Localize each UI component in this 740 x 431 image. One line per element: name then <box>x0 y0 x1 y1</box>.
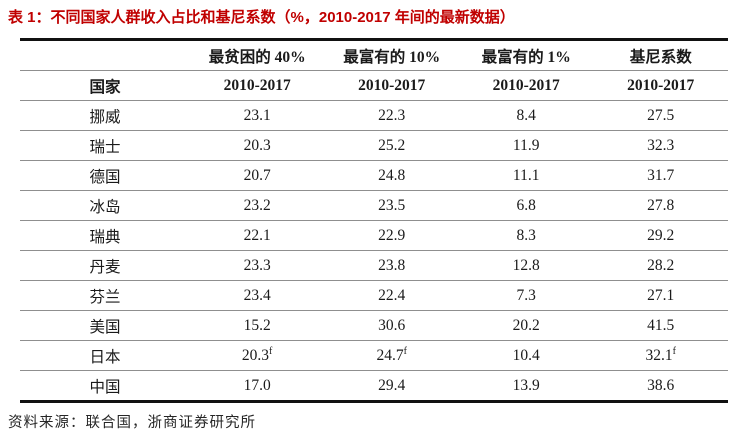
country-column-header: 国家 <box>20 70 190 101</box>
value-cell: 23.8 <box>324 250 459 281</box>
table-row: 德国 20.7 24.8 11.1 31.7 <box>20 160 728 191</box>
value-cell: 28.2 <box>593 250 728 281</box>
country-cell: 瑞典 <box>20 220 190 251</box>
table-row: 瑞典 22.1 22.9 8.3 29.2 <box>20 220 728 251</box>
value-cell: 7.3 <box>458 280 594 311</box>
value-cell: 12.8 <box>458 250 594 281</box>
group-header-poorest-40: 最贫困的 40% <box>189 39 325 71</box>
table-row: 冰岛 23.2 23.5 6.8 27.8 <box>20 190 728 221</box>
table-caption: 表 1：不同国家人群收入占比和基尼系数（%，2010-2017 年间的最新数据） <box>8 9 515 26</box>
period-header: 2010-2017 <box>189 70 325 101</box>
footnote-marker: f <box>403 345 407 357</box>
period-header-row: 国家 2010-2017 2010-2017 2010-2017 2010-20… <box>20 70 728 101</box>
value-cell: 41.5 <box>593 310 728 341</box>
table-header: 最贫困的 40% 最富有的 10% 最富有的 1% 基尼系数 国家 2010-2… <box>20 39 728 101</box>
table-row: 中国 17.0 29.4 13.9 38.6 <box>20 371 728 402</box>
table-row: 挪威 23.1 22.3 8.4 27.5 <box>20 100 728 131</box>
footnote-marker: f <box>269 345 273 357</box>
income-share-gini-table: 最贫困的 40% 最富有的 10% 最富有的 1% 基尼系数 国家 2010-2… <box>20 38 728 403</box>
country-cell: 中国 <box>89 378 121 396</box>
value-cell: 13.9 <box>512 376 540 394</box>
value-cell: 23.3 <box>189 250 325 281</box>
country-cell: 挪威 <box>20 100 190 131</box>
value-cell: 23.1 <box>189 100 325 131</box>
period-header: 2010-2017 <box>593 70 728 101</box>
table-row: 丹麦 23.3 23.8 12.8 28.2 <box>20 250 728 281</box>
value-cell: 27.5 <box>593 100 728 131</box>
value-cell: 22.9 <box>324 220 459 251</box>
value-cell: 22.1 <box>189 220 325 251</box>
table-row: 瑞士 20.3 25.2 11.9 32.3 <box>20 130 728 161</box>
value-cell: 20.3 <box>189 130 325 161</box>
country-cell: 瑞士 <box>20 130 190 161</box>
value-cell: 8.3 <box>458 220 594 251</box>
table-row: 日本 20.3f 24.7f 10.4 32.1f <box>20 340 728 371</box>
country-cell: 丹麦 <box>20 250 190 281</box>
value-cell: 15.2 <box>189 310 325 341</box>
value-cell: 27.8 <box>593 190 728 221</box>
country-cell: 美国 <box>20 310 190 341</box>
value-cell: 8.4 <box>458 100 594 131</box>
country-cell: 冰岛 <box>20 190 190 221</box>
value-cell: 27.1 <box>593 280 728 311</box>
source-note: 资料来源：联合国，浙商证券研究所 <box>8 415 256 431</box>
value-cell: 11.9 <box>458 130 594 161</box>
value-cell: 20.7 <box>189 160 325 191</box>
value-cell: 22.3 <box>324 100 459 131</box>
value-cell: 10.4 <box>458 340 594 371</box>
value-cell: 6.8 <box>458 190 594 221</box>
value-cell: 23.4 <box>189 280 325 311</box>
value-cell: 20.2 <box>458 310 594 341</box>
table-body: 挪威 23.1 22.3 8.4 27.5 瑞士 20.3 25.2 11.9 32.3 德国 20.… <box>20 100 728 402</box>
country-cell: 德国 <box>20 160 190 191</box>
value-cell: 23.2 <box>189 190 325 221</box>
value-cell: 29.4 <box>378 376 406 394</box>
country-cell: 芬兰 <box>20 280 190 311</box>
footnote-marker: f <box>672 345 676 357</box>
value-cell: 24.7f <box>324 340 459 371</box>
group-header-empty-cell <box>20 39 190 71</box>
country-cell: 日本 <box>20 340 190 371</box>
value-cell: 23.5 <box>324 190 459 221</box>
value-cell: 32.3 <box>593 130 728 161</box>
value-cell: 17.0 <box>243 376 271 394</box>
value-cell: 30.6 <box>324 310 459 341</box>
table-row: 芬兰 23.4 22.4 7.3 27.1 <box>20 280 728 311</box>
value-cell: 25.2 <box>324 130 459 161</box>
group-header-gini: 基尼系数 <box>593 39 728 71</box>
group-header-richest-10: 最富有的 10% <box>324 39 459 71</box>
table-row: 美国 15.2 30.6 20.2 41.5 <box>20 310 728 341</box>
value-cell: 20.3f <box>189 340 325 371</box>
value-cell: 32.1f <box>593 340 728 371</box>
value-cell: 31.7 <box>593 160 728 191</box>
value-cell: 22.4 <box>324 280 459 311</box>
period-header: 2010-2017 <box>324 70 459 101</box>
value-cell: 29.2 <box>593 220 728 251</box>
period-header: 2010-2017 <box>458 70 594 101</box>
value-cell: 24.8 <box>324 160 459 191</box>
group-header-row: 最贫困的 40% 最富有的 10% 最富有的 1% 基尼系数 <box>20 39 728 71</box>
value-cell: 11.1 <box>458 160 594 191</box>
value-cell: 38.6 <box>647 376 675 394</box>
group-header-richest-1: 最富有的 1% <box>458 39 594 71</box>
